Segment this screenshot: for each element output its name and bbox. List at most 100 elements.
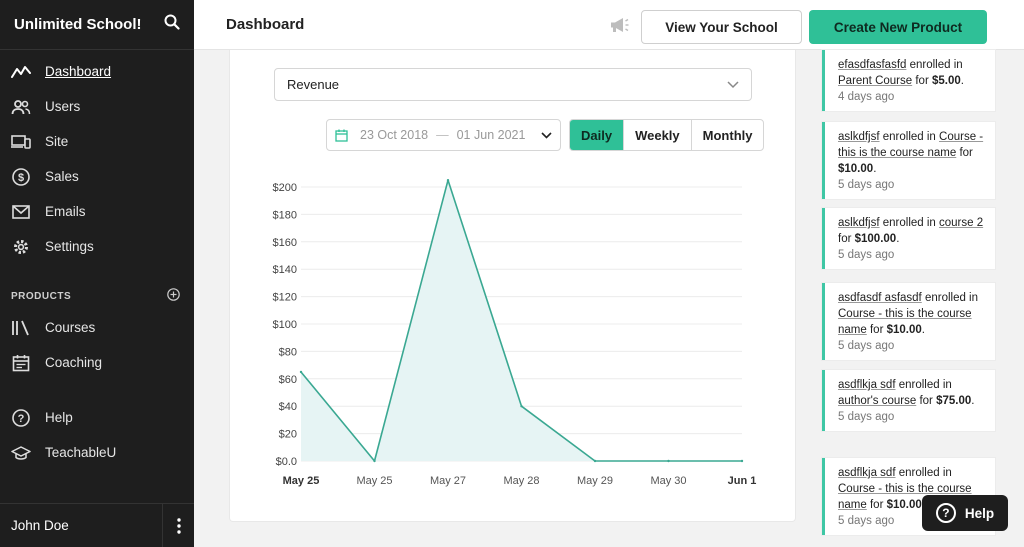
x-tick-label: May 25 <box>356 475 392 487</box>
period-toggle: Daily Weekly Monthly <box>569 119 765 151</box>
feed-link[interactable]: Parent Course <box>838 75 913 87</box>
gear-icon <box>11 237 31 257</box>
search-icon[interactable] <box>164 14 180 35</box>
feed-timestamp: 5 days ago <box>838 179 895 191</box>
sidebar-item-label: Settings <box>45 239 94 254</box>
sidebar-item-emails[interactable]: Emails <box>0 194 194 229</box>
sidebar-item-site[interactable]: Site <box>0 124 194 159</box>
feed-link[interactable]: asdflkja sdf <box>838 379 896 391</box>
x-tick-label: May 28 <box>503 475 539 487</box>
users-icon <box>11 97 31 117</box>
sidebar-footer: John Doe <box>0 503 194 547</box>
sidebar-item-sales[interactable]: $ Sales <box>0 159 194 194</box>
page-title: Dashboard <box>226 16 305 33</box>
dollar-icon: $ <box>11 167 31 187</box>
feed-item-text: asdfasdf asfasdf enrolled in Course - th… <box>838 290 985 338</box>
feed-item-text: asdflkja sdf enrolled in Course - this i… <box>838 465 985 513</box>
sidebar-item-label: Coaching <box>45 355 103 370</box>
period-weekly[interactable]: Weekly <box>623 120 691 150</box>
help-button[interactable]: ? Help <box>922 495 1008 531</box>
revenue-chart: $200 $180 $160 $140 $120 $100 $80 $60 $40 $20 $0.0… <box>273 178 756 487</box>
feed-text: for <box>956 147 973 159</box>
sidebar-item-settings[interactable]: Settings <box>0 229 194 264</box>
feed-link[interactable]: asdfasdf asfasdf <box>838 292 922 304</box>
feed-link[interactable]: Course - this is the course name <box>838 131 984 159</box>
sidebar-item-label: Sales <box>45 169 79 184</box>
view-school-button[interactable]: View Your School <box>641 10 802 44</box>
feed-text: enrolled in <box>895 379 952 391</box>
feed-text: for <box>916 395 937 407</box>
feed-link[interactable]: Course - this is the course name <box>838 308 972 336</box>
data-point <box>520 405 523 408</box>
devices-icon <box>11 132 31 152</box>
sidebar-item-help[interactable]: ? Help <box>0 400 194 435</box>
feed-text: . <box>896 233 900 245</box>
feed-amount: $10.00 <box>838 163 874 175</box>
sidebar-item-courses[interactable]: Courses <box>0 310 194 345</box>
school-name[interactable]: Unlimited School! <box>14 16 142 33</box>
y-tick-label: $40 <box>279 401 297 413</box>
help-button-label: Help <box>964 505 995 521</box>
x-tick-label: May 27 <box>430 475 466 487</box>
chevron-down-icon <box>727 77 739 92</box>
sidebar-item-users[interactable]: Users <box>0 89 194 124</box>
data-point <box>667 459 670 463</box>
svg-text:$: $ <box>18 172 24 184</box>
feed-text: for <box>838 233 855 245</box>
products-section-label: PRODUCTS <box>11 290 72 302</box>
feed-item-text: efasdfasfasfd enrolled in Parent Course … <box>838 57 985 89</box>
period-monthly[interactable]: Monthly <box>690 120 764 150</box>
feed-text: enrolled in <box>879 217 940 229</box>
sidebar-header: Unlimited School! <box>0 0 194 50</box>
feed-link[interactable]: efasdfasfasfd <box>838 59 907 71</box>
chevron-down-icon <box>541 131 552 139</box>
feed-amount: $75.00 <box>936 395 972 407</box>
feed-link[interactable]: aslkdfjsf <box>838 131 880 143</box>
feed-link[interactable]: course 2 <box>939 217 984 229</box>
data-point <box>299 370 303 374</box>
feed-item: asdflkja sdf enrolled in author's course… <box>822 370 995 431</box>
y-tick-label: $0.0 <box>276 456 297 468</box>
sidebar-item-label: Courses <box>45 320 96 335</box>
feed-link[interactable]: author's course <box>838 395 917 407</box>
sidebar-item-label: Site <box>45 134 69 149</box>
y-tick-label: $80 <box>279 346 297 358</box>
feed-text: . <box>971 395 975 407</box>
sidebar-item-label: Help <box>45 410 73 425</box>
sidebar-item-coaching[interactable]: Coaching <box>0 345 194 380</box>
feed-timestamp: 5 days ago <box>838 411 895 423</box>
feed-text: enrolled in <box>906 59 963 71</box>
feed-timestamp: 5 days ago <box>838 249 895 261</box>
user-name[interactable]: John Doe <box>11 518 69 533</box>
more-vertical-icon[interactable] <box>162 503 194 547</box>
sidebar-item-label: Dashboard <box>45 64 112 79</box>
feed-link[interactable]: aslkdfjsf <box>838 217 880 229</box>
sidebar-item-teachableu[interactable]: TeachableU <box>0 435 194 470</box>
data-point <box>373 459 376 463</box>
calendar-icon <box>335 129 348 142</box>
y-tick-label: $20 <box>279 429 297 441</box>
megaphone-icon[interactable] <box>609 16 629 34</box>
feed-item-text: aslkdfjsf enrolled in Course - this is t… <box>838 129 985 177</box>
period-daily[interactable]: Daily <box>570 120 624 150</box>
create-product-button[interactable]: Create New Product <box>809 10 987 44</box>
feed-link[interactable]: asdflkja sdf <box>838 467 896 479</box>
library-icon <box>11 318 31 338</box>
graduation-cap-icon <box>11 443 31 463</box>
feed-text: . <box>921 324 925 336</box>
add-product-icon[interactable] <box>167 288 180 304</box>
y-tick-label: $60 <box>279 374 297 386</box>
date-separator: — <box>436 128 449 142</box>
feed-text: . <box>960 75 964 87</box>
date-range-picker[interactable]: 23 Oct 2018 — 01 Jun 2021 <box>326 119 561 151</box>
top-bar: Dashboard View Your School Create New Pr… <box>194 0 1024 50</box>
date-start: 23 Oct 2018 <box>360 128 429 142</box>
metric-select-value: Revenue <box>287 77 340 92</box>
feed-link[interactable]: Course - this is the course name <box>838 483 972 511</box>
feed-timestamp: 5 days ago <box>838 515 895 527</box>
y-tick-label: $120 <box>273 292 297 304</box>
metric-select[interactable]: Revenue <box>274 68 752 101</box>
sidebar-item-label: TeachableU <box>45 445 117 460</box>
sidebar-item-dashboard[interactable]: Dashboard <box>0 54 194 89</box>
data-point <box>740 459 744 463</box>
